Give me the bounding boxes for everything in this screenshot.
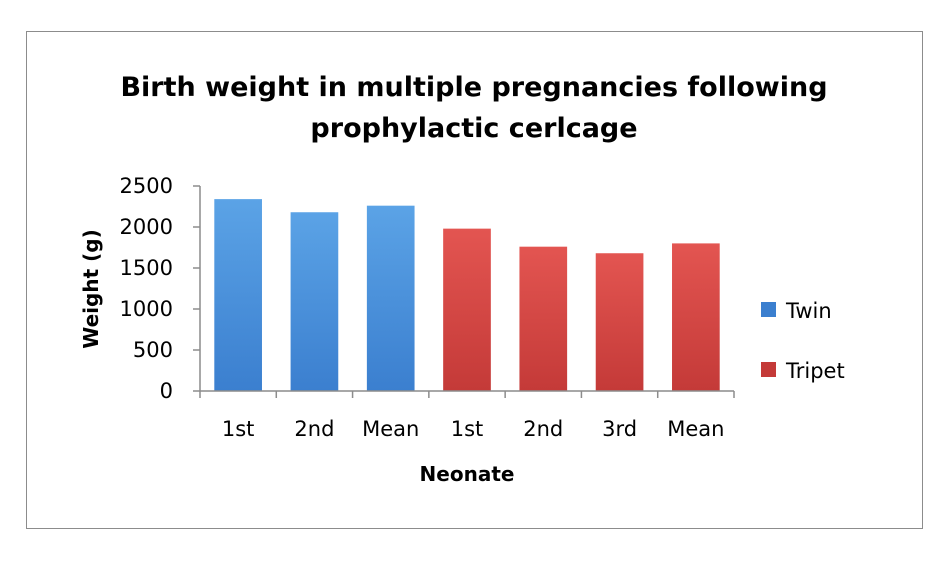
bar-twin-mean [366, 205, 415, 391]
bar-twin-1st [214, 199, 262, 391]
legend: Twin Tripet [761, 299, 845, 383]
x-axis-ticks: 1st 2nd Mean 1st 2nd 3rd Mean [199, 391, 735, 441]
y-tick-label: 2500 [120, 174, 173, 198]
y-tick-label: 1500 [120, 256, 173, 280]
bar-tripet-1st [443, 228, 491, 391]
bar-tripet-2nd [519, 246, 568, 391]
bar-tripet-3rd [595, 253, 644, 391]
bars [214, 199, 720, 391]
x-tick-label: 2nd [294, 417, 334, 441]
legend-label-twin: Twin [785, 299, 832, 323]
x-tick-label: Mean [362, 417, 419, 441]
legend-swatch-twin [761, 302, 776, 317]
x-tick-label: 3rd [602, 417, 637, 441]
x-tick-label: 1st [222, 417, 255, 441]
legend-label-tripet: Tripet [785, 359, 845, 383]
x-axis-title: Neonate [420, 462, 515, 486]
x-tick-label: 1st [451, 417, 484, 441]
bar-twin-2nd [290, 212, 339, 391]
y-tick-label: 1000 [120, 297, 173, 321]
legend-swatch-tripet [761, 362, 776, 377]
y-tick-label: 500 [133, 338, 173, 362]
x-tick-label: Mean [667, 417, 724, 441]
x-tick-label: 2nd [523, 417, 563, 441]
y-tick-label: 0 [160, 379, 173, 403]
y-axis-title: Weight (g) [79, 229, 103, 348]
bar-tripet-mean [672, 243, 720, 391]
y-tick-label: 2000 [120, 215, 173, 239]
y-axis-ticks: 0 500 1000 1500 2000 2500 [120, 174, 200, 403]
chart-title-line-1: Birth weight in multiple pregnancies fol… [120, 72, 827, 103]
chart-title-line-2: prophylactic cerlcage [310, 113, 637, 144]
